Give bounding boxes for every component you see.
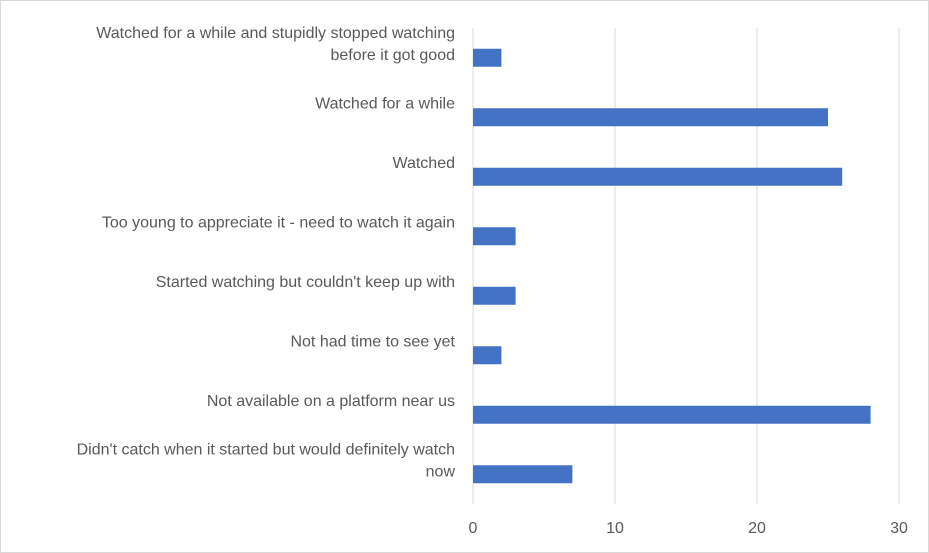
category-label-line: Watched for a while and stupidly stopped… xyxy=(96,25,455,42)
bar xyxy=(473,48,502,67)
category-label: Watched xyxy=(392,155,455,172)
category-label: Didn't catch when it started but would d… xyxy=(77,441,456,480)
category-label-line: Not had time to see yet xyxy=(290,333,455,350)
category-label: Not had time to see yet xyxy=(290,333,455,350)
bar xyxy=(473,286,516,305)
x-tick-label: 20 xyxy=(748,520,766,537)
category-label-line: Didn't catch when it started but would d… xyxy=(77,441,455,458)
bar xyxy=(473,405,871,424)
bar xyxy=(473,108,828,127)
x-tick-label: 30 xyxy=(890,520,908,537)
category-label: Watched for a while xyxy=(315,95,455,112)
bar xyxy=(473,227,516,246)
bar xyxy=(473,346,502,365)
bar xyxy=(473,465,573,484)
category-label-line: Not available on a platform near us xyxy=(207,393,455,410)
category-label-line: Started watching but couldn't keep up wi… xyxy=(156,274,455,291)
category-label: Not available on a platform near us xyxy=(207,393,455,410)
category-label: Watched for a while and stupidly stopped… xyxy=(96,25,455,64)
category-label-line: Watched for a while xyxy=(315,95,455,112)
category-label-line: now xyxy=(426,463,456,480)
category-label-line: before it got good xyxy=(330,47,455,64)
category-label: Started watching but couldn't keep up wi… xyxy=(156,274,455,291)
category-label: Too young to appreciate it - need to wat… xyxy=(102,214,455,231)
bar xyxy=(473,167,843,186)
x-tick-label: 0 xyxy=(469,520,478,537)
category-label-line: Too young to appreciate it - need to wat… xyxy=(102,214,455,231)
x-tick-label: 10 xyxy=(606,520,624,537)
category-label-line: Watched xyxy=(392,155,455,172)
